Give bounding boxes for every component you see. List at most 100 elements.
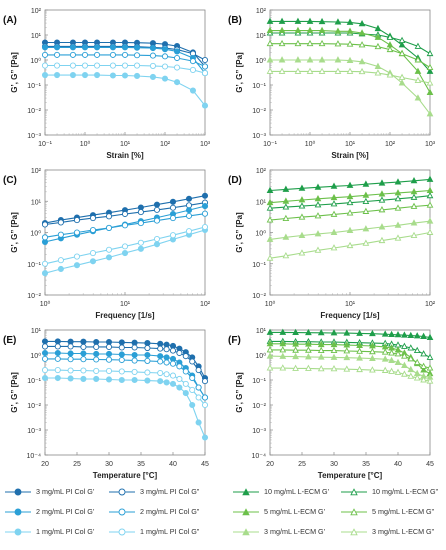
data-point: [426, 333, 434, 340]
series-3: [266, 201, 434, 223]
y-tick-label: 10⁻¹: [252, 83, 266, 90]
data-point: [67, 375, 74, 382]
data-point: [401, 352, 408, 359]
data-point: [105, 376, 113, 383]
y-tick-label: 10²: [256, 168, 267, 175]
y-tick-label: 10⁰: [30, 352, 41, 360]
y-tick-label: 10⁻³: [252, 133, 266, 140]
data-point: [109, 44, 117, 51]
data-point: [426, 49, 434, 57]
data-point: [80, 338, 87, 345]
data-point: [169, 204, 177, 211]
data-point: [426, 364, 434, 371]
panel-label: (E): [3, 335, 16, 346]
data-point: [161, 75, 169, 82]
data-point: [282, 233, 290, 240]
data-point: [346, 27, 354, 34]
data-point: [173, 48, 181, 55]
x-tick-label: 10³: [425, 141, 436, 148]
data-point: [346, 226, 354, 234]
chart-panel-5: 10⁻⁴ 10⁻³ 10⁻² 10⁻¹ 10⁰ 10¹ 20 25 30 35 40 45 Temper…: [228, 328, 434, 480]
data-point: [73, 229, 81, 236]
data-point: [318, 26, 326, 34]
data-point: [414, 94, 422, 101]
data-point: [292, 340, 299, 347]
data-point: [346, 209, 354, 216]
data-point: [137, 239, 144, 246]
data-point: [292, 328, 299, 336]
data-point: [305, 340, 312, 347]
x-tick-label: 10²: [425, 301, 436, 308]
legend-label: 1 mg/mL PI Col G”: [140, 527, 200, 536]
data-point: [93, 367, 100, 375]
data-point: [121, 51, 129, 58]
data-point: [292, 352, 299, 360]
data-point: [80, 356, 87, 363]
data-point: [374, 24, 382, 32]
data-point: [298, 249, 306, 256]
data-point: [176, 375, 183, 383]
legend-swatch: [5, 528, 31, 536]
x-tick-label: 10²: [200, 301, 211, 308]
data-point: [161, 53, 169, 60]
data-point: [318, 67, 326, 74]
legend-marker: [242, 488, 250, 496]
y-tick-label: 10⁻¹: [27, 378, 41, 385]
data-point: [163, 379, 170, 386]
data-point: [420, 366, 427, 373]
x-tick-label: 35: [137, 461, 145, 468]
legend-marker: [118, 528, 126, 536]
data-point: [314, 201, 322, 208]
x-tick-label: 10¹: [120, 141, 131, 148]
x-tick-label: 20: [266, 461, 274, 468]
y-tick-label: 10⁰: [255, 352, 266, 360]
x-axis-label: Frequency [1/s]: [95, 311, 154, 320]
chart-panel-1: 10⁻³ 10⁻² 10⁻¹ 10⁰ 10¹ 10² 10⁻¹ 10⁰ 10¹ 10² 10³ Str…: [228, 8, 436, 160]
data-point: [358, 41, 366, 48]
data-point: [93, 356, 100, 363]
x-tick-label: 10²: [160, 141, 171, 148]
data-point: [317, 329, 325, 336]
data-point: [306, 39, 314, 47]
data-point: [420, 362, 427, 369]
data-point: [163, 359, 170, 366]
y-tick-label: 10⁻²: [252, 293, 266, 300]
data-point: [314, 246, 322, 253]
data-point: [374, 62, 382, 69]
y-tick-label: 10⁻²: [252, 403, 266, 410]
data-point: [378, 206, 386, 213]
data-point: [201, 394, 209, 401]
data-point: [266, 56, 274, 63]
data-point: [81, 62, 89, 69]
data-point: [176, 363, 183, 370]
data-point: [41, 343, 49, 350]
data-point: [410, 177, 418, 184]
data-point: [105, 213, 113, 220]
y-tick-label: 10²: [31, 168, 42, 175]
data-point: [121, 249, 129, 257]
data-point: [121, 222, 129, 229]
series-5: [41, 367, 209, 409]
data-point: [195, 384, 202, 391]
data-point: [157, 345, 164, 352]
legend-label: 10 mg/mL L-ECM G’: [264, 487, 330, 496]
data-point: [93, 44, 101, 51]
legend-label: 3 mg/mL L-ECM G’: [264, 527, 326, 536]
data-point: [426, 67, 434, 74]
legend-label: 5 mg/mL L-ECM G”: [372, 507, 435, 516]
x-tick-label: 25: [73, 461, 81, 468]
series-5: [266, 228, 434, 261]
data-point: [294, 67, 302, 74]
data-point: [144, 357, 151, 364]
legend-swatch: [109, 508, 135, 516]
data-point: [201, 63, 209, 70]
data-point: [362, 239, 370, 246]
panel-label: (D): [228, 175, 242, 186]
data-point: [306, 26, 314, 34]
data-point: [149, 45, 157, 52]
series-line: [270, 43, 431, 68]
y-axis-label: G’, G” [Pa]: [235, 212, 244, 253]
data-point: [407, 355, 415, 362]
data-point: [266, 39, 274, 47]
chart-panel-3: 10⁻² 10⁻¹ 10⁰ 10¹ 10² 10⁰ 10¹ 10² Frequency [1/s…: [228, 168, 436, 320]
